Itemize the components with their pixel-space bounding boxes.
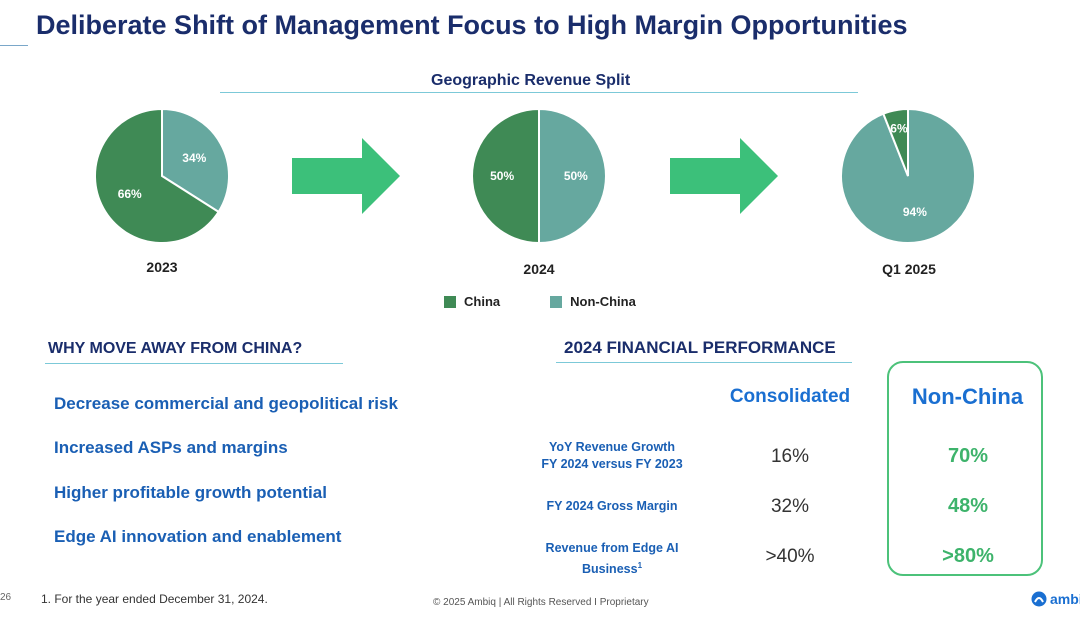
row-label-text: Business (581, 562, 638, 577)
why-underline (45, 363, 343, 364)
value-non-china: 48% (947, 495, 989, 517)
financial-heading: 2024 FINANCIAL PERFORMANCE (564, 338, 836, 357)
row-label-line: YoY Revenue Growth (549, 440, 675, 454)
revenue-split-underline (220, 92, 858, 93)
row-label-gross-margin: FY 2024 Gross Margin (512, 498, 712, 515)
pie-slice-non-china (538, 107, 607, 245)
row-label-line: FY 2024 Gross Margin (546, 499, 678, 513)
copyright: © 2025 Ambiq | All Rights Reserved I Pro… (433, 597, 649, 608)
pie-percent-label: 94% (903, 205, 927, 219)
value-consolidated: >40% (765, 546, 815, 567)
arrow-right-icon (292, 138, 400, 214)
financial-underline (556, 362, 852, 363)
pie-slice-china (882, 107, 909, 177)
pie-percent-label: 6% (890, 122, 908, 136)
pie-legend: China Non-China (444, 294, 636, 309)
non-china-swatch (550, 295, 563, 308)
pie-slice-china (471, 107, 540, 245)
value-non-china: >80% (942, 545, 994, 567)
pie-year-label: 2024 (523, 261, 555, 277)
value-consolidated: 16% (770, 446, 810, 467)
reason-item: Decrease commercial and geopolitical ris… (54, 394, 398, 413)
pie-year-label: Q1 2025 (882, 261, 936, 277)
pie-percent-label: 34% (182, 151, 206, 165)
ambiq-logo-text: ambiq (1050, 591, 1080, 607)
ambiq-logo-icon (1031, 591, 1047, 607)
revenue-split-heading: Geographic Revenue Split (431, 72, 631, 89)
reason-item: Higher profitable growth potential (54, 483, 327, 502)
row-label-revenue-growth: YoY Revenue Growth FY 2024 versus FY 202… (512, 439, 712, 473)
legend-non-china: Non-China (550, 294, 636, 309)
row-label-line: Business1 (512, 557, 712, 578)
pie-slice-china (94, 107, 220, 244)
page-title: Deliberate Shift of Management Focus to … (36, 10, 908, 40)
value-non-china: 70% (947, 445, 989, 467)
col-consolidated: Consolidated (729, 386, 851, 407)
title-divider (0, 45, 28, 46)
footnote: 1. For the year ended December 31, 2024. (41, 592, 268, 606)
row-label-line: Revenue from Edge AI (545, 541, 679, 555)
legend-china: China (444, 294, 500, 309)
arrow-right-icon (670, 138, 778, 214)
reason-item: Increased ASPs and margins (54, 438, 288, 457)
china-swatch (444, 295, 456, 308)
row-label-edge-ai: Revenue from Edge AI Business1 (512, 540, 712, 578)
row-label-line: FY 2024 versus FY 2023 (541, 457, 683, 471)
col-non-china: Non-China (911, 384, 1024, 409)
value-consolidated: 32% (770, 496, 810, 517)
why-heading: WHY MOVE AWAY FROM CHINA? (48, 340, 303, 357)
non-china-highlight-box (887, 361, 1043, 576)
page-number: 26 (0, 592, 12, 603)
pie-year-label: 2023 (146, 259, 178, 275)
pie-percent-label: 50% (490, 169, 514, 183)
pie-percent-label: 66% (118, 187, 142, 201)
ambiq-logo: ambiq (1031, 591, 1080, 607)
footnote-marker: 1 (637, 561, 643, 570)
legend-non-china-label: Non-China (570, 294, 636, 309)
legend-china-label: China (464, 294, 501, 309)
pie-percent-label: 50% (564, 169, 588, 183)
pie-charts: 34% 66% 50% 50% 94% 6% (94, 107, 976, 245)
reason-item: Edge AI innovation and enablement (54, 527, 342, 546)
